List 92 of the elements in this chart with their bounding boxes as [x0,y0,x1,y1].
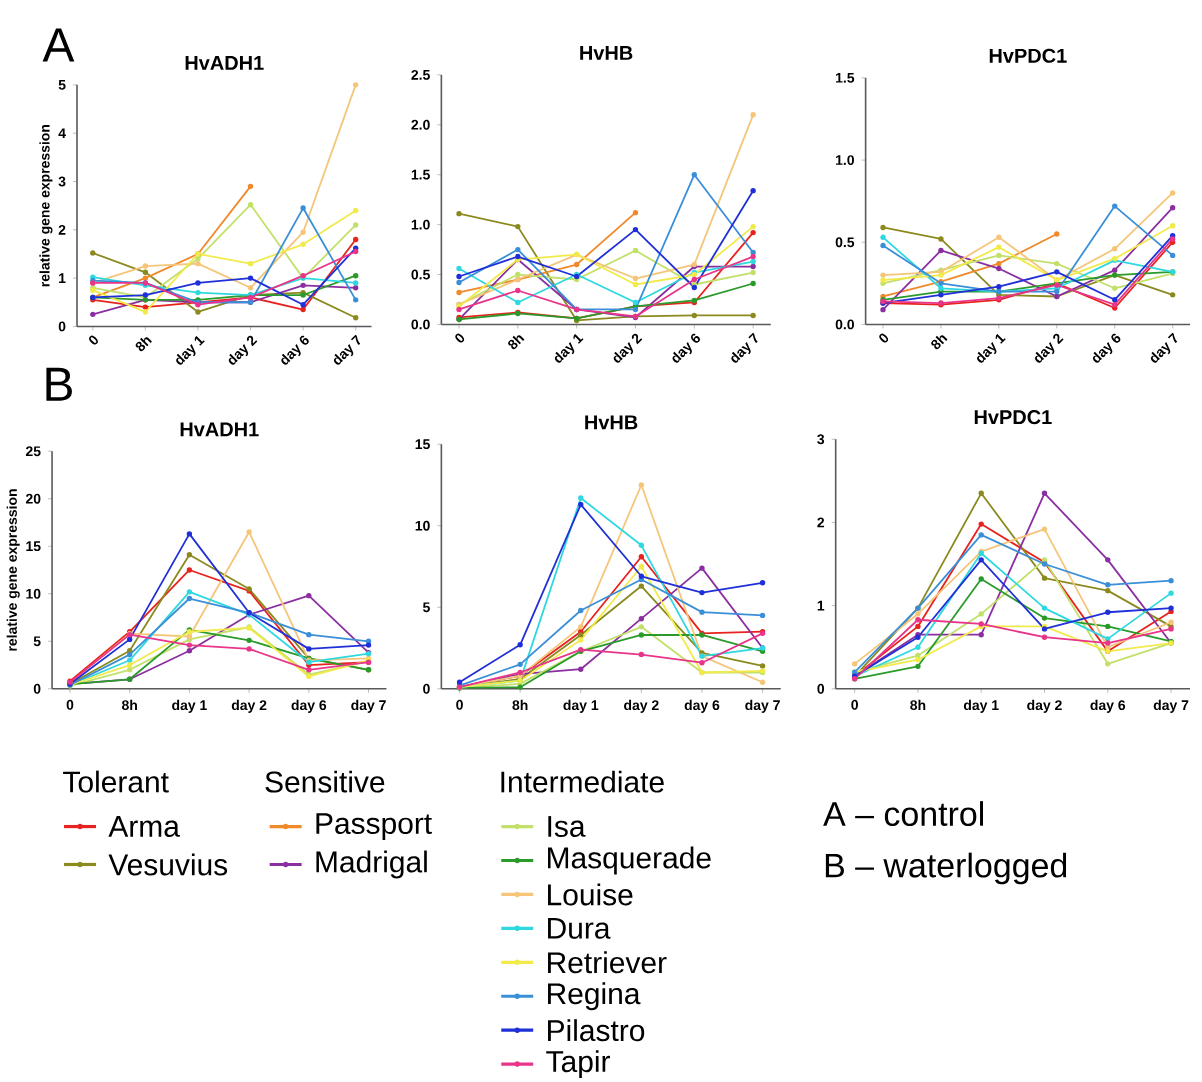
text: Tolerant [63,770,169,793]
y-tick-label: 1.5 [836,72,855,83]
x-tick-label: day 6 [281,335,309,365]
y-tick-label: 2 [817,517,825,528]
legend-label: Arma [108,816,180,837]
legend-label: Dura [548,917,611,939]
y-tick-label: 0.0 [835,319,854,330]
y-tick-label: 0 [33,683,41,694]
chart-title: HvADH1 [180,422,259,437]
y-tick-label: 2.5 [411,69,430,80]
legend-label: Isa [548,816,586,837]
chart-title: HvHB [585,415,638,430]
x-tick-label: day 7 [1153,699,1189,713]
x-tick-label: day 2 [228,335,258,365]
x-tick-label: day 6 [1090,699,1126,713]
y-tick-label: 0 [58,321,66,332]
y-tick-label: 2 [58,224,66,235]
x-tick-label: 8h [931,335,948,350]
chart-title: HvHB [580,46,633,60]
y-tick-label: 5 [422,602,430,613]
text: B [46,367,72,401]
x-tick-label: 8h [135,337,152,352]
x-tick-label: day 2 [1034,333,1064,363]
text: A – control [823,801,984,827]
x-tick-label: day 2 [231,699,267,713]
x-tick-label: day 1 [977,333,1006,363]
chart-title: HvADH1 [185,56,264,70]
x-tick-label: day 2 [624,699,659,713]
x-tick-label: day 7 [731,332,758,363]
y-tick-label: 0 [817,683,825,694]
x-tick-label: day 6 [672,333,700,363]
y-tick-label: 1.0 [836,155,854,165]
x-tick-label: 8h [121,699,137,711]
y-axis-title: relative gene expression [39,124,53,287]
y-tick-label: 15 [26,541,41,552]
x-tick-label: 0 [456,699,463,710]
legend-label: Vesuvius [108,853,228,876]
x-tick-label: day 6 [684,699,720,713]
legend-label: Regina [548,982,641,1011]
chart-title: HvPDC1 [974,410,1052,425]
x-tick-label: day 7 [1150,332,1178,363]
x-tick-label: day 1 [176,335,205,365]
y-tick-label: 1.5 [411,169,430,180]
y-tick-label: 10 [26,588,41,599]
x-tick-label: 0 [455,333,465,343]
legend-label: Masquerade [548,846,711,875]
legend-label: Madrigal [316,850,427,879]
y-tick-label: 5 [58,79,66,90]
y-tick-label: 3 [58,176,66,187]
y-tick-label: 0.0 [411,319,430,330]
y-axis-title: relative gene expression [6,489,20,651]
x-tick-label: day 6 [1092,333,1121,363]
y-tick-label: 15 [415,439,430,450]
legend-label: Tapir [546,1050,610,1079]
y-tick-label: 25 [25,446,41,457]
legend-label: Retriever [548,951,667,974]
x-tick-label: day 7 [745,699,780,713]
x-tick-label: day 7 [351,699,386,713]
y-tick-label: 0 [423,683,430,694]
x-tick-label: day 6 [291,699,327,713]
legend-label: Passport [316,813,432,840]
y-tick-label: 5 [33,636,41,647]
text: A [42,28,75,62]
text: Sensitive [265,770,385,793]
legend-label: Louise [548,883,633,906]
y-tick-label: 3 [817,434,825,445]
x-tick-label: day 1 [554,333,584,363]
chart-title: HvPDC1 [989,48,1067,63]
x-tick-label: day 2 [1027,699,1062,713]
x-tick-label: day 1 [172,699,207,713]
y-tick-label: 0.5 [411,269,430,280]
x-tick-label: day 1 [963,699,999,713]
y-tick-label: 0.5 [835,237,855,248]
x-tick-label: 0 [879,333,889,343]
x-tick-label: 8h [910,699,926,711]
y-tick-label: 4 [58,128,66,138]
x-tick-label: 0 [66,699,74,710]
x-tick-label: 8h [508,335,525,350]
legend-label: Pilastro [548,1019,645,1042]
x-tick-label: day 1 [563,699,599,713]
y-tick-label: 20 [25,493,41,504]
y-tick-label: 1 [59,273,66,283]
x-tick-label: 8h [512,699,528,711]
y-tick-label: 2.0 [411,119,430,130]
x-tick-label: day 7 [333,334,361,365]
text: B – waterlogged [825,852,1067,885]
y-tick-label: 1 [817,600,825,611]
y-tick-label: 10 [415,520,430,531]
text: Intermediate [501,770,664,793]
x-tick-label: 0 [89,335,98,345]
y-tick-label: 1.0 [411,219,430,230]
x-tick-label: day 2 [613,333,643,363]
